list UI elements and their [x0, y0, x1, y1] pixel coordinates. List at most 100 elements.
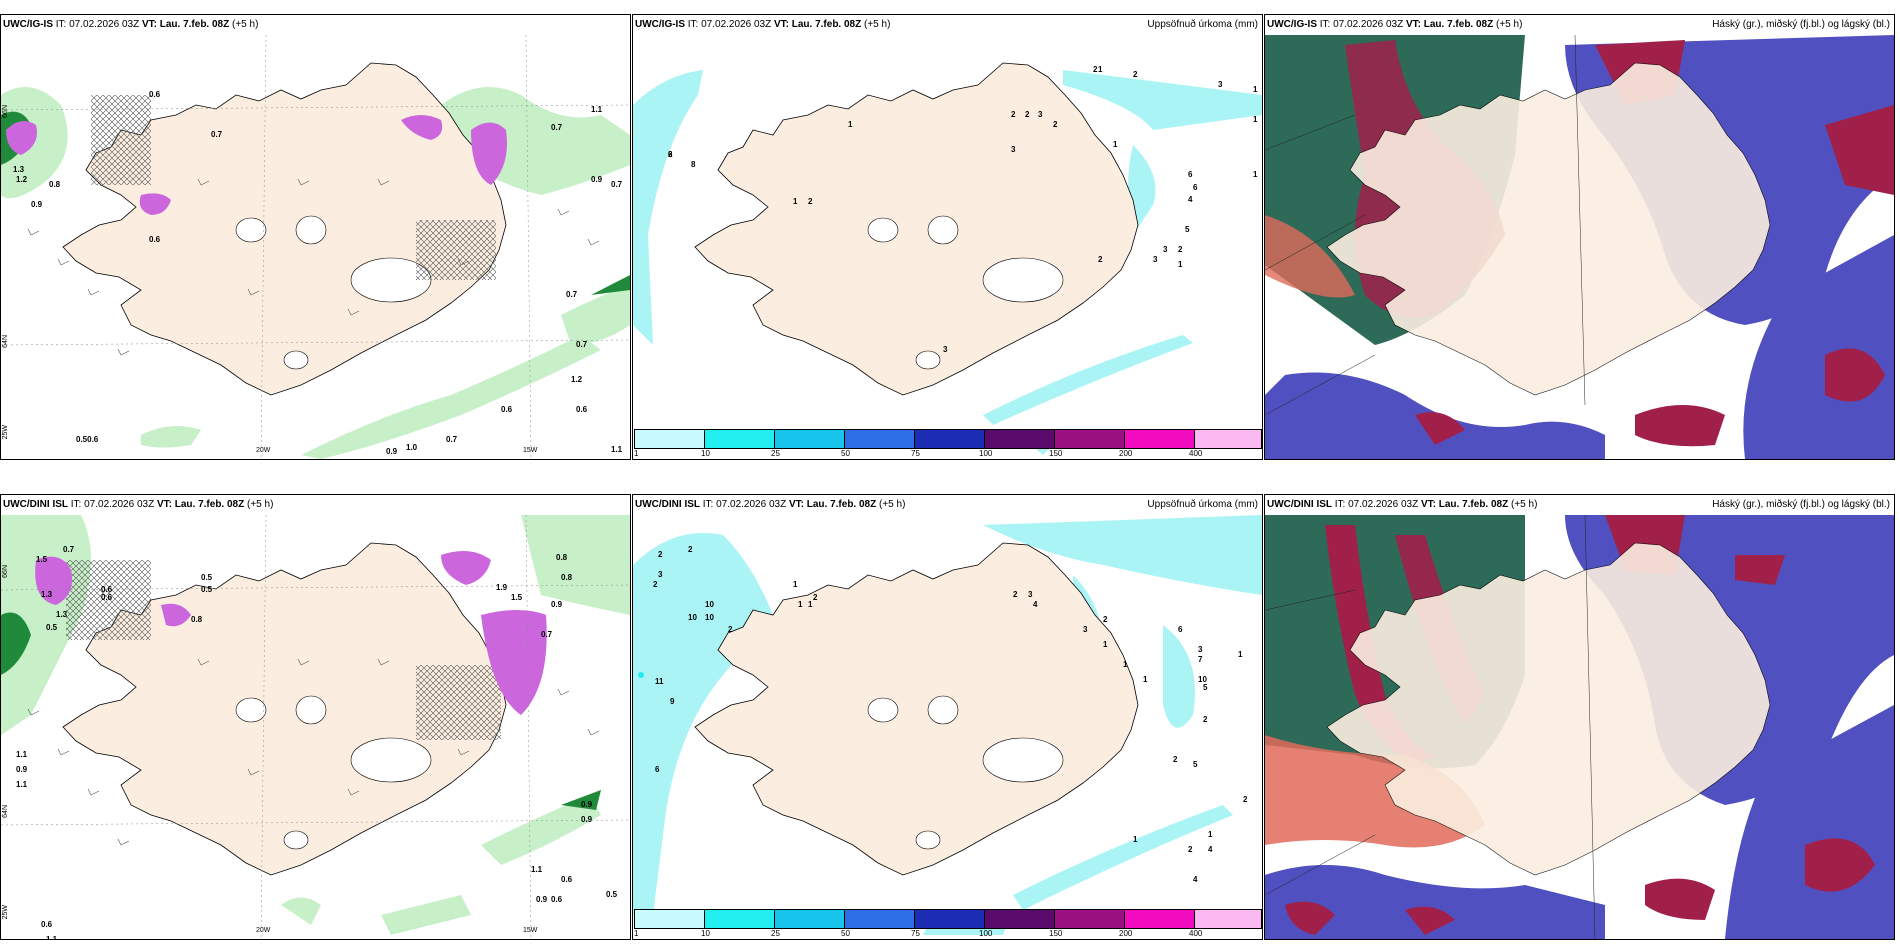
- colorbar-tick: 10: [701, 449, 710, 458]
- value-label: 1: [808, 600, 813, 609]
- value-label: 2: [653, 580, 658, 589]
- valid-time: VT: Lau. 7.feb. 08Z: [141, 19, 230, 30]
- value-label: 1: [1143, 675, 1148, 684]
- init-time: IT: 07.02.2026 03Z: [70, 499, 155, 510]
- value-label: 3: [1083, 625, 1088, 634]
- lead-time: (+5 h): [864, 19, 891, 30]
- colorbar-seg: [705, 430, 775, 448]
- model-label: UWC/IG-IS: [1267, 19, 1317, 30]
- colorbar-ticks: 1 10 25 50 75 100 150 200 400: [634, 929, 1262, 939]
- value-label: 2: [1025, 110, 1030, 119]
- colorbar-seg: [985, 430, 1055, 448]
- value-label: 0.7: [576, 340, 588, 349]
- model-label: UWC/IG-IS: [3, 19, 53, 30]
- colorbar-seg: [635, 430, 705, 448]
- value-label: 2: [1098, 255, 1103, 264]
- value-label: 6: [1188, 170, 1193, 179]
- panel-precip-accum-bottom: UWC/DINI ISL IT: 07.02.2026 03Z VT: Lau.…: [632, 494, 1263, 940]
- value-label: 1: [793, 580, 798, 589]
- value-label: 3: [1028, 590, 1033, 599]
- valid-time: VT: Lau. 7.feb. 08Z: [773, 19, 862, 30]
- value-label: 0.6: [41, 920, 53, 929]
- value-label: 2: [1053, 120, 1058, 129]
- colorbar-tick: 25: [771, 929, 780, 938]
- value-label: 0.7: [63, 545, 75, 554]
- value-label: 11: [655, 677, 664, 686]
- colorbar-seg: [985, 910, 1055, 928]
- colorbar-ticks: 1 10 25 50 75 100 150 200 400: [634, 449, 1262, 459]
- valid-time: VT: Lau. 7.feb. 08Z: [1420, 499, 1509, 510]
- value-label: 1.1: [16, 780, 28, 789]
- colorbar-tick: 150: [1049, 449, 1063, 458]
- value-label: 0.9: [581, 800, 593, 809]
- colorbar-seg: [1125, 430, 1195, 448]
- value-label: 1.1: [46, 935, 58, 940]
- lead-time: (+5 h): [879, 499, 906, 510]
- value-label: 1: [1113, 140, 1118, 149]
- value-label: 2: [808, 197, 813, 206]
- colorbar-tick: 50: [841, 929, 850, 938]
- value-label: 0.7: [541, 630, 553, 639]
- colorbar-seg: [915, 910, 985, 928]
- value-label: 2: [728, 625, 733, 634]
- value-label: 0.6: [576, 405, 588, 414]
- precip-colorbar: [634, 909, 1262, 929]
- precip-colorbar: [634, 429, 1262, 449]
- map-clouds: [1265, 515, 1894, 939]
- lon-label-15w: 15W: [523, 447, 538, 454]
- value-label: 2: [1173, 755, 1178, 764]
- value-label: 1.1: [591, 105, 603, 114]
- value-label: 1.3: [56, 610, 68, 619]
- colorbar-seg: [635, 910, 705, 928]
- value-label: 10: [705, 613, 714, 622]
- value-label: 3: [943, 345, 948, 354]
- value-label: 1: [1098, 65, 1103, 74]
- value-label: 0.7: [611, 180, 623, 189]
- value-label: 0.6: [101, 593, 113, 602]
- colorbar-tick: 25: [771, 449, 780, 458]
- value-label: 10: [1198, 675, 1207, 684]
- value-label: 1.3: [13, 165, 25, 174]
- value-label: 3: [1198, 645, 1203, 654]
- value-label: 1: [1238, 650, 1243, 659]
- colorbar-seg: [845, 910, 915, 928]
- lead-time: (+5 h): [232, 19, 259, 30]
- lon-label-20w: 20W: [256, 447, 271, 454]
- value-label: 6: [655, 765, 660, 774]
- value-label: 2: [813, 593, 818, 602]
- value-label: 1: [798, 600, 803, 609]
- value-label: 6: [668, 150, 673, 159]
- value-label: 2: [1243, 795, 1248, 804]
- value-label: 2: [1013, 590, 1018, 599]
- value-label: 1.0: [406, 443, 418, 452]
- value-label: 0.6: [561, 875, 573, 884]
- panel-header: UWC/DINI ISL IT: 07.02.2026 03Z VT: Lau.…: [633, 495, 1262, 515]
- lead-time: (+5 h): [247, 499, 274, 510]
- colorbar-seg: [1055, 430, 1125, 448]
- value-label: 0.5: [201, 573, 213, 582]
- value-label: 3: [1038, 110, 1043, 119]
- colorbar-tick: 100: [979, 929, 993, 938]
- value-label: 8: [691, 160, 696, 169]
- colorbar-seg: [915, 430, 985, 448]
- value-label: 5: [1185, 225, 1190, 234]
- value-label: 2: [668, 150, 673, 159]
- value-label: 1.1: [611, 445, 623, 454]
- value-label: 2: [658, 550, 663, 559]
- colorbar-seg: [775, 430, 845, 448]
- map-precip: [633, 515, 1262, 939]
- value-label: 1: [793, 197, 798, 206]
- value-label: 0.7: [566, 290, 578, 299]
- panel-title: Uppsöfnuð úrkoma (mm): [1147, 499, 1258, 510]
- map-wind: [1, 515, 630, 939]
- init-time: IT: 07.02.2026 03Z: [1334, 499, 1419, 510]
- colorbar-tick: 10: [701, 929, 710, 938]
- value-label: 0.9: [551, 600, 563, 609]
- model-label: UWC/DINI ISL: [635, 499, 700, 510]
- value-label: 0.8: [556, 553, 568, 562]
- value-label: 3: [1011, 145, 1016, 154]
- value-label: 0.6: [101, 585, 113, 594]
- value-label: 0.9: [581, 815, 593, 824]
- value-label: 5: [1193, 760, 1198, 769]
- lon-label-20w: 20W: [256, 927, 271, 934]
